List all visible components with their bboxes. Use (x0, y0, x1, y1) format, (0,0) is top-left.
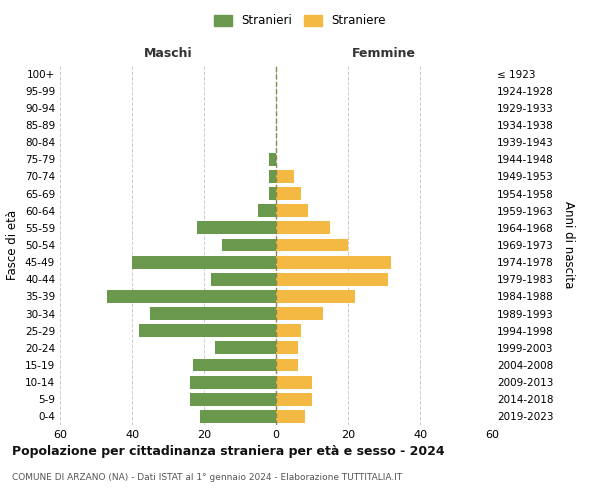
Bar (269, 153, 276, 166)
Bar (190, 376, 276, 388)
Bar (276, 273, 388, 285)
Bar (276, 187, 301, 200)
Bar (276, 170, 294, 183)
Bar (211, 273, 276, 285)
Text: Popolazione per cittadinanza straniera per età e sesso - 2024: Popolazione per cittadinanza straniera p… (12, 445, 445, 458)
Bar (132, 256, 276, 268)
Bar (269, 170, 276, 183)
Bar (269, 187, 276, 200)
Bar (276, 238, 348, 252)
Bar (276, 358, 298, 372)
Bar (276, 204, 308, 217)
Bar (222, 238, 276, 252)
Text: Femmine: Femmine (352, 47, 416, 60)
Bar (107, 290, 276, 303)
Bar (197, 222, 276, 234)
Bar (276, 376, 312, 388)
Bar (150, 307, 276, 320)
Bar (276, 290, 355, 303)
Y-axis label: Fasce di età: Fasce di età (7, 210, 19, 280)
Legend: Stranieri, Straniere: Stranieri, Straniere (211, 11, 389, 31)
Text: Maschi: Maschi (143, 47, 193, 60)
Bar (190, 393, 276, 406)
Bar (276, 393, 312, 406)
Bar (200, 410, 276, 423)
Y-axis label: Anni di nascita: Anni di nascita (562, 202, 575, 288)
Bar (215, 342, 276, 354)
Bar (276, 222, 330, 234)
Bar (276, 307, 323, 320)
Bar (276, 256, 391, 268)
Bar (276, 410, 305, 423)
Bar (139, 324, 276, 337)
Text: COMUNE DI ARZANO (NA) - Dati ISTAT al 1° gennaio 2024 - Elaborazione TUTTITALIA.: COMUNE DI ARZANO (NA) - Dati ISTAT al 1°… (12, 473, 402, 482)
Bar (276, 342, 298, 354)
Bar (258, 204, 276, 217)
Bar (276, 324, 301, 337)
Bar (193, 358, 276, 372)
